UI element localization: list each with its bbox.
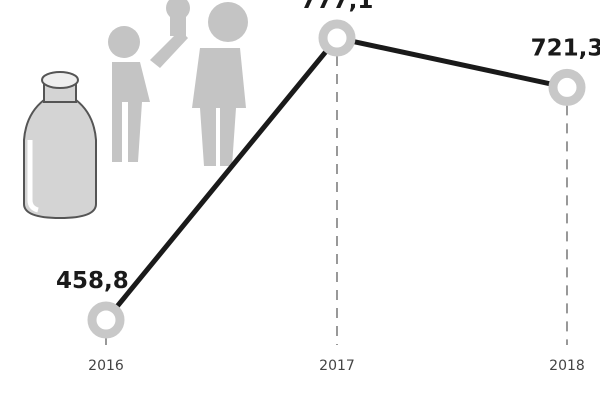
point xyxy=(553,73,581,101)
point xyxy=(92,306,120,334)
value-label: 777,1 xyxy=(301,0,374,14)
plot: 458,8 777,1 721,3 2016 2017 2018 xyxy=(56,0,600,374)
point xyxy=(323,24,351,52)
x-tick-label: 2016 xyxy=(88,358,124,374)
value-label: 721,3 xyxy=(531,35,600,61)
value-label: 458,8 xyxy=(56,268,129,294)
chart: 458,8 777,1 721,3 2016 2017 2018 xyxy=(0,0,600,407)
x-tick-label: 2017 xyxy=(319,358,355,374)
bottle-illustration xyxy=(24,72,96,218)
family-illustration xyxy=(108,0,248,166)
x-tick-label: 2018 xyxy=(549,358,585,374)
